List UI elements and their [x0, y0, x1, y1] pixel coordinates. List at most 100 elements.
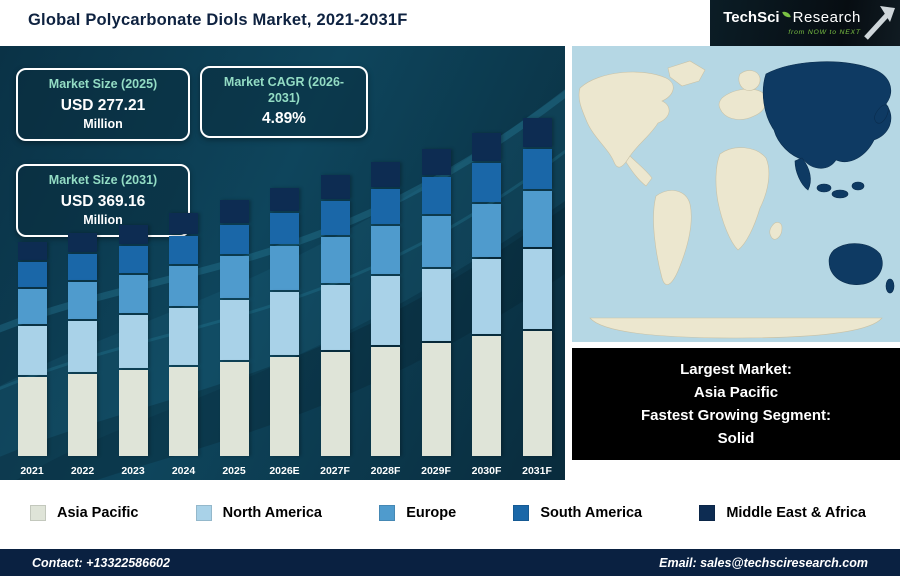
- logo-tagline: from NOW to NEXT: [788, 28, 861, 36]
- bar-2024: [164, 212, 204, 456]
- legend-label: South America: [540, 505, 643, 521]
- stacked-bar-chart: [12, 116, 557, 456]
- segment-south-america: [118, 246, 148, 274]
- segment-north-america: [169, 308, 198, 365]
- bar-2021: [12, 242, 52, 456]
- segment-north-america: [320, 285, 350, 351]
- bar-2031F: [517, 118, 557, 456]
- segment-north-america: [68, 320, 97, 372]
- legend-item-asia-pacific: Asia Pacific: [30, 505, 138, 521]
- segment-europe: [421, 216, 451, 267]
- segment-europe: [371, 225, 400, 275]
- region-africa: [715, 147, 770, 251]
- region-greenland: [667, 60, 706, 87]
- legend-swatch: [379, 505, 396, 521]
- info-box-label: Market Size (2031): [48, 173, 158, 187]
- bar-2029F: [416, 148, 456, 456]
- page-title: Global Polycarbonate Diols Market, 2021-…: [28, 11, 408, 29]
- callout-line: Fastest Growing Segment:: [640, 407, 832, 424]
- x-axis-label: 2024: [171, 465, 196, 477]
- segment-europe: [219, 256, 249, 299]
- x-axis-label: 2025: [222, 465, 246, 477]
- bar-2025: [214, 200, 254, 456]
- region-sea-island: [851, 181, 865, 191]
- segment-north-america: [421, 269, 451, 341]
- region-india-highlight: [794, 157, 811, 191]
- segment-europe: [118, 275, 148, 313]
- info-box-label: Market CAGR (2026-2031): [223, 75, 345, 105]
- legend-swatch: [513, 505, 530, 521]
- bar-2026E: [265, 187, 305, 456]
- x-axis-label: 2028F: [370, 465, 401, 477]
- x-axis-label: 2027F: [320, 465, 350, 477]
- legend-item-middle-east-africa: Middle East & Africa: [699, 505, 866, 521]
- segment-south-america: [270, 213, 299, 245]
- segment-middle-east-africa: [472, 133, 501, 162]
- region-japan-highlight: [874, 104, 889, 124]
- legend-label: North America: [222, 505, 322, 521]
- legend-swatch: [195, 505, 212, 521]
- legend-swatch: [30, 505, 46, 521]
- segment-asia-pacific: [371, 346, 400, 456]
- x-axis-label: 2030F: [471, 465, 502, 477]
- segment-europe: [522, 191, 552, 248]
- segment-asia-pacific: [472, 336, 501, 456]
- world-map: [572, 46, 900, 342]
- segment-north-america: [219, 300, 249, 361]
- logo-brand: TechSci Research: [723, 10, 861, 27]
- segment-europe: [472, 203, 501, 258]
- footer-email: Email: sales@techsciresearch.com: [659, 555, 868, 570]
- region-scandinavia: [738, 70, 761, 91]
- info-box-value: USD 277.21: [60, 96, 146, 114]
- segment-north-america: [270, 292, 299, 355]
- bar-2023: [113, 224, 153, 456]
- market-cagr-box: Market CAGR (2026-2031) 4.89%: [200, 66, 368, 139]
- segment-asia-pacific: [219, 362, 249, 456]
- leaf-icon: [781, 9, 791, 19]
- segment-asia-pacific: [17, 377, 47, 456]
- segment-asia-pacific: [169, 366, 198, 456]
- segment-middle-east-africa: [522, 118, 552, 147]
- segment-middle-east-africa: [118, 224, 148, 245]
- segment-south-america: [17, 262, 47, 288]
- world-map-svg: [572, 46, 900, 342]
- segment-asia-pacific: [320, 352, 350, 456]
- segment-middle-east-africa: [17, 242, 47, 261]
- region-south-america: [653, 190, 692, 285]
- region-central-america: [625, 155, 653, 187]
- x-axis-label: 2031F: [522, 465, 552, 477]
- segment-south-america: [522, 148, 552, 190]
- segment-north-america: [17, 326, 47, 376]
- info-box-value: USD 369.16: [60, 192, 146, 210]
- x-axis-label: 2022: [70, 465, 95, 477]
- legend-item-europe: Europe: [379, 505, 456, 521]
- logo-brand-primary: TechSci: [723, 9, 780, 27]
- footer-contact: Contact: +13322586602: [32, 555, 170, 570]
- segment-north-america: [472, 259, 501, 335]
- legend-item-south-america: South America: [513, 505, 642, 521]
- segment-south-america: [169, 235, 198, 265]
- footer: Contact: +13322586602 Email: sales@techs…: [0, 549, 900, 576]
- segment-south-america: [421, 177, 451, 214]
- bar-2028F: [366, 161, 406, 456]
- segment-middle-east-africa: [270, 187, 299, 212]
- region-australia-highlight: [828, 243, 883, 285]
- callout-line: Asia Pacific: [693, 383, 779, 401]
- segment-middle-east-africa: [68, 233, 97, 253]
- segment-europe: [68, 282, 97, 319]
- market-callout: Largest Market: Asia Pacific Fastest Gro…: [572, 348, 900, 460]
- bar-2030F: [467, 133, 507, 456]
- info-box-unit: Million: [83, 212, 123, 227]
- arrow-icon: [864, 6, 895, 40]
- legend-label: Asia Pacific: [57, 505, 139, 521]
- techsci-logo: TechSci Research from NOW to NEXT: [710, 0, 900, 46]
- callout-line: Solid: [717, 430, 755, 448]
- legend-label: Middle East & Africa: [726, 505, 866, 521]
- x-axis-label: 2021: [20, 465, 44, 477]
- segment-north-america: [522, 249, 552, 329]
- legend-label: Europe: [406, 505, 457, 521]
- logo-brand-secondary: Research: [792, 9, 861, 27]
- segment-europe: [169, 266, 198, 307]
- segment-middle-east-africa: [169, 212, 198, 234]
